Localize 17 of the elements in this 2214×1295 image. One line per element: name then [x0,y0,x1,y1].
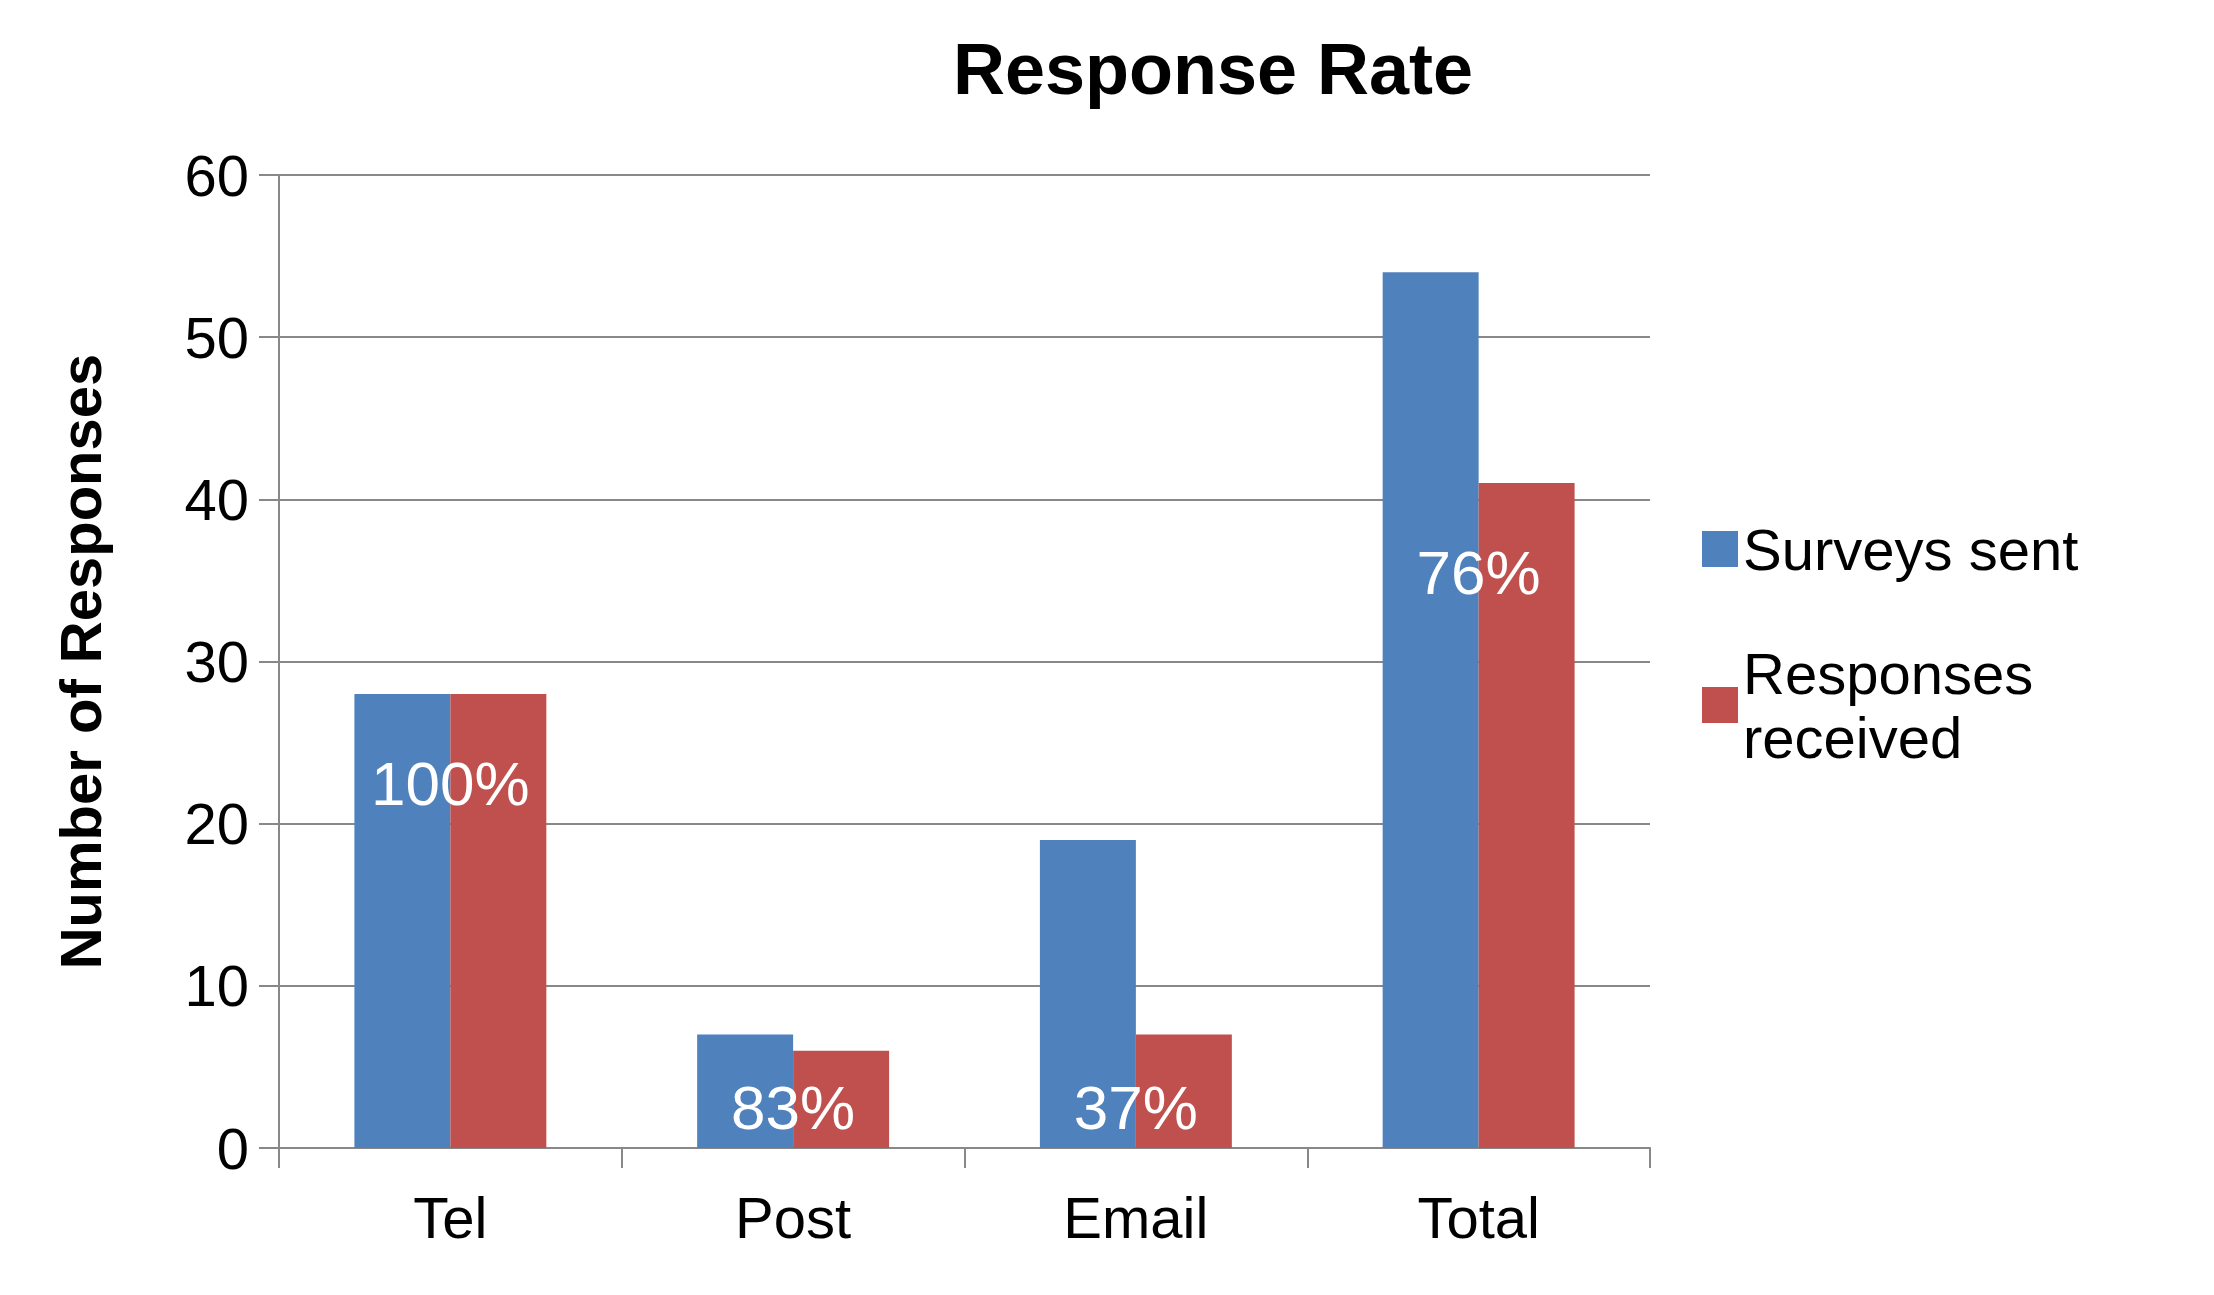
annotation: 37% [1073,1072,1198,1142]
y-tick-label: 0 [216,1115,249,1181]
x-tick-label: Post [735,1184,852,1250]
y-axis-title: Number of Responses [47,353,113,970]
x-tick-label: Email [1063,1184,1209,1250]
x-tick-label: Total [1417,1184,1540,1250]
x-tick-label: Tel [413,1184,488,1250]
y-tick-label: 10 [184,953,249,1019]
legend-label: Surveys sent [1743,516,2079,582]
y-tick-label: 60 [184,142,249,208]
chart-title: Response Rate [952,29,1474,109]
y-tick-label: 30 [184,629,249,694]
legend-label: Responses received [1743,640,2050,770]
y-tick-label: 20 [184,791,249,857]
y-tick-label: 50 [184,304,249,370]
y-tick-label: 40 [184,466,249,532]
annotation: 83% [731,1072,856,1142]
